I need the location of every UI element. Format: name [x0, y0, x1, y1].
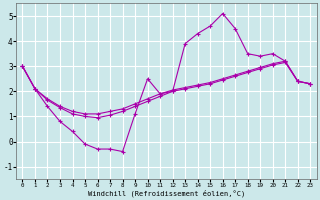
- X-axis label: Windchill (Refroidissement éolien,°C): Windchill (Refroidissement éolien,°C): [88, 189, 245, 197]
